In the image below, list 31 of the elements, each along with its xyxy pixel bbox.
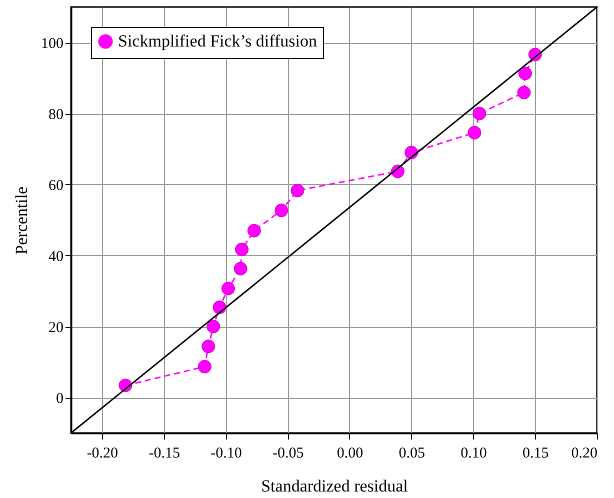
point — [472, 106, 486, 120]
point — [206, 320, 220, 334]
y-tick-label: 20 — [48, 320, 64, 336]
y-axis-title: Percentile — [12, 186, 31, 254]
x-tick-label: -0.20 — [86, 446, 118, 462]
x-tick-label: -0.10 — [210, 446, 242, 462]
y-tick-label: 80 — [48, 107, 64, 123]
point — [247, 224, 261, 238]
point — [235, 242, 249, 256]
point — [517, 86, 531, 100]
x-tick-label: 0.15 — [522, 446, 549, 462]
y-tick-label: 100 — [41, 36, 64, 52]
point — [234, 262, 248, 276]
y-tick-label: 40 — [48, 249, 64, 265]
point — [518, 66, 532, 80]
x-axis-title: Standardized residual — [261, 476, 408, 496]
x-tick-label: -0.15 — [148, 446, 180, 462]
x-tick-label: 0.10 — [460, 446, 487, 462]
y-tick-label: 60 — [48, 178, 64, 194]
y-tick-label: 0 — [56, 391, 64, 407]
point — [221, 282, 235, 296]
x-tick-label: 0.00 — [336, 446, 364, 462]
x-tick-label: 0.20 — [571, 446, 598, 462]
point — [290, 184, 304, 198]
x-tick-label: -0.05 — [272, 446, 304, 462]
point — [198, 360, 212, 374]
point — [468, 126, 482, 140]
point — [202, 340, 216, 354]
point — [274, 204, 288, 218]
x-tick-label: 0.05 — [398, 446, 425, 462]
legend-label: Sickmplified Fick’s diffusion — [118, 32, 318, 50]
